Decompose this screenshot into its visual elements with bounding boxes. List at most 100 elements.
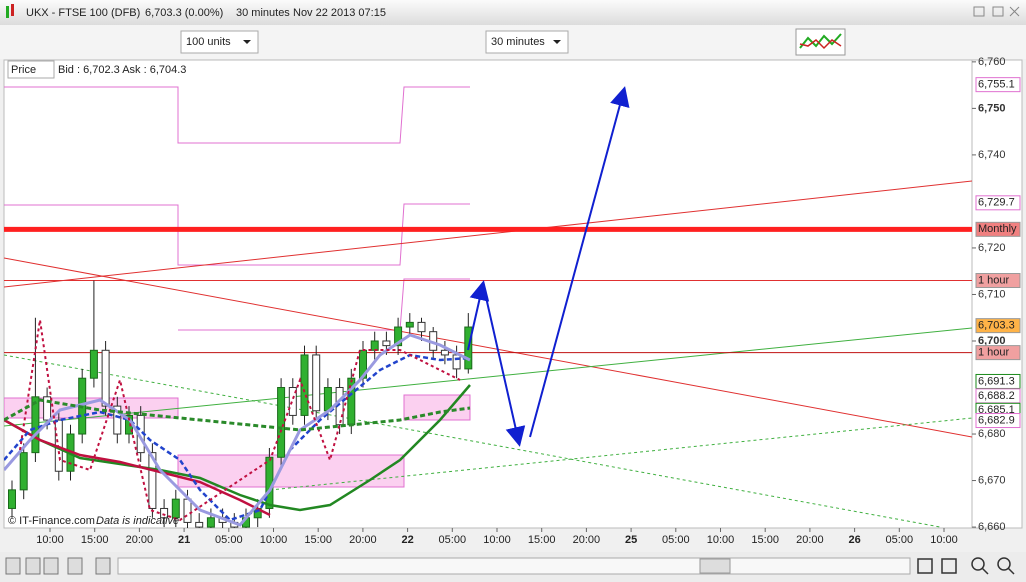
x-tick-label: 20:00 — [573, 534, 601, 546]
y-tick-label: 6,700 — [978, 335, 1006, 347]
price-tag-label: 1 hour — [978, 347, 1010, 359]
candle-body — [206, 517, 215, 528]
zoom-icons — [917, 557, 1015, 575]
size-select[interactable] — [180, 30, 259, 54]
bid-ask: Bid : 6,702.3 Ask : 6,704.3 — [58, 64, 186, 76]
price-tag-label: 6,688.2 — [978, 390, 1015, 402]
quote: 6,703.3 (0.00%) — [145, 7, 223, 19]
moving-average — [4, 353, 471, 522]
pivot-line — [4, 86, 470, 144]
y-tick-label: 6,670 — [978, 474, 1006, 486]
price-tag-label: 6,682.9 — [978, 414, 1015, 426]
y-axis-panel — [971, 59, 1023, 529]
interval-select[interactable] — [485, 30, 569, 54]
copyright: © IT-Finance.com — [8, 515, 95, 527]
candle-body — [452, 354, 461, 370]
pivot-line — [178, 278, 470, 331]
x-tick-label: 15:00 — [81, 534, 109, 546]
x-tick-label: 05:00 — [886, 534, 914, 546]
x-tick-label: 10:00 — [483, 534, 511, 546]
price-tag — [975, 77, 1021, 93]
trend-line — [4, 327, 972, 427]
data-note: Data is indicative — [96, 515, 179, 527]
tool-icons — [5, 557, 111, 575]
scrollbar[interactable] — [117, 557, 911, 575]
forecast-arrows — [467, 86, 630, 447]
candle-body — [440, 349, 449, 356]
scroll-thumb[interactable] — [699, 558, 731, 574]
x-tick-label: 20:00 — [796, 534, 824, 546]
price-button[interactable] — [7, 60, 55, 79]
trend-line — [4, 354, 941, 528]
trend-line — [4, 180, 972, 288]
price-tag — [975, 195, 1021, 211]
y-axis: 6,760 6,750 6,740 6,720 6,710 6,700 6,680 6,670… — [972, 56, 1006, 533]
indicator-button[interactable] — [795, 28, 846, 56]
x-tick-label: 15:00 — [304, 534, 332, 546]
trend-line — [4, 257, 972, 438]
x-tick-label: 15:00 — [751, 534, 779, 546]
x-tick-label: 20:00 — [126, 534, 154, 546]
candle-body — [405, 321, 414, 328]
price-tag — [975, 221, 1021, 237]
y-tick-label: 6,760 — [978, 56, 1006, 68]
interval: 30 minutes — [236, 7, 290, 19]
price-tags: 6,755.1 6,729.7 Monthly 1 hour 6,703.3 1 hour… — [975, 77, 1021, 429]
candle-body — [323, 387, 332, 412]
x-tick-label: 10:00 — [707, 534, 735, 546]
x-tick-label: 15:00 — [528, 534, 556, 546]
x-tick-label: 10:00 — [36, 534, 64, 546]
x-axis: 10:00 15:00 20:00 21 05:00 10:00 15:00 20:00 22 0… — [36, 528, 958, 546]
y-tick-label: 6,720 — [978, 242, 1006, 254]
price-tag-label: 6,755.1 — [978, 79, 1015, 91]
moving-average — [4, 384, 471, 512]
x-tick-label: 21 — [178, 534, 190, 546]
y-tick-label: 6,740 — [978, 149, 1006, 161]
y-tick-label: 6,710 — [978, 288, 1006, 300]
x-tick-label: 25 — [625, 534, 637, 546]
maximize-button[interactable] — [992, 6, 1004, 17]
symbol: UKX - FTSE 100 (DFB) — [26, 7, 140, 19]
candle-body — [312, 354, 321, 412]
candle-body — [89, 349, 98, 379]
candle-body — [19, 452, 28, 491]
x-tick-label: 10:00 — [930, 534, 958, 546]
minimize-button[interactable] — [973, 6, 985, 17]
price-tag-label: 6,703.3 — [978, 320, 1015, 332]
pivot-line — [4, 203, 470, 266]
candle-body — [101, 349, 110, 407]
close-button[interactable] — [1009, 6, 1020, 17]
price-tag — [975, 273, 1021, 289]
timestamp: Nov 22 2013 07:15 — [293, 7, 386, 19]
candle-body — [8, 489, 16, 509]
y-tick-label: 6,660 — [978, 521, 1006, 533]
x-tick-label: 05:00 — [215, 534, 243, 546]
candle-body — [370, 340, 379, 351]
title-bar — [0, 0, 1026, 25]
app-icon — [6, 4, 14, 18]
moving-average — [4, 333, 471, 527]
interval-select-text: 30 minutes — [491, 36, 545, 48]
x-tick-label: 26 — [848, 534, 860, 546]
price-label: Price — [11, 64, 36, 76]
price-tag — [975, 345, 1021, 361]
price-tag-label: 1 hour — [978, 274, 1010, 286]
oscillator — [19, 319, 461, 522]
y-tick-label: 6,750 — [978, 102, 1006, 114]
x-tick-label: 05:00 — [662, 534, 690, 546]
candle-body — [382, 340, 391, 347]
price-tag — [975, 413, 1021, 429]
candle-body — [417, 321, 426, 333]
x-tick-label: 10:00 — [260, 534, 288, 546]
price-tag — [975, 318, 1021, 334]
candle-body — [288, 387, 297, 416]
price-tag-label: 6,729.7 — [978, 197, 1015, 209]
candle-body — [265, 456, 274, 509]
price-tag-label: 6,691.3 — [978, 375, 1015, 387]
candle-body — [394, 326, 403, 347]
trend-line — [269, 417, 972, 491]
candle-body — [160, 507, 169, 519]
indicators — [4, 319, 471, 527]
